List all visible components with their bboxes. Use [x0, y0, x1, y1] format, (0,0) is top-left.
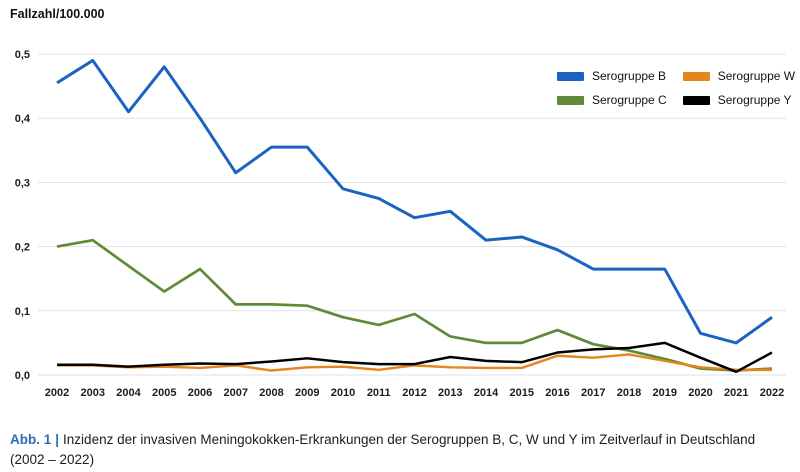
- x-tick-label: 2017: [581, 387, 605, 399]
- series-line-serogruppe-b: [56, 58, 773, 345]
- y-tick-label: 0,2: [15, 242, 30, 254]
- figure-caption: Abb. 1 | Inzidenz der invasiven Meningokok…: [10, 430, 768, 469]
- legend-label: Serogruppe W: [717, 69, 796, 83]
- x-tick-label: 2018: [617, 387, 641, 399]
- legend-item-serogruppe-b: Serogruppe B: [557, 69, 667, 83]
- serogruppe-y-swatch-icon: [682, 95, 710, 105]
- x-tick-label: 2006: [188, 387, 212, 399]
- series-line-serogruppe-c: [56, 238, 773, 372]
- x-tick-label: 2019: [653, 387, 677, 399]
- x-tick-label: 2015: [510, 387, 534, 399]
- legend-label: Serogruppe B: [592, 69, 667, 83]
- caption-text: Inzidenz der invasiven Meningokokken-Erk…: [10, 432, 756, 467]
- x-tick-label: 2022: [760, 387, 784, 399]
- x-tick-label: 2008: [259, 387, 283, 399]
- x-tick-label: 2003: [81, 387, 105, 399]
- legend-item-serogruppe-c: Serogruppe C: [557, 93, 667, 107]
- serogruppe-c-swatch-icon: [557, 95, 584, 105]
- x-tick-label: 2014: [474, 387, 499, 399]
- y-tick-label: 0,1: [15, 306, 30, 318]
- chart-legend: Serogruppe B Serogruppe C Serogruppe W S…: [557, 69, 795, 107]
- serogruppe-b-swatch-icon: [557, 71, 584, 81]
- x-tick-label: 2021: [724, 387, 748, 399]
- figure-number: Abb. 1: [10, 432, 52, 447]
- x-tick-label: 2010: [331, 387, 355, 399]
- legend-label: Serogruppe C: [592, 93, 667, 107]
- x-tick-label: 2002: [45, 387, 69, 399]
- y-tick-label: 0,5: [15, 49, 30, 61]
- x-tick-label: 2011: [367, 387, 391, 399]
- x-tick-label: 2020: [688, 387, 712, 399]
- x-tick-label: 2013: [438, 387, 462, 399]
- series-line-serogruppe-w: [57, 353, 772, 372]
- legend-item-serogruppe-w: Serogruppe W: [682, 69, 796, 83]
- y-tick-label: 0,4: [15, 113, 31, 125]
- x-tick-label: 2016: [545, 387, 569, 399]
- x-tick-label: 2012: [402, 387, 426, 399]
- series-line-serogruppe-y: [57, 341, 773, 374]
- caption-separator: |: [55, 432, 60, 447]
- y-tick-label: 0,3: [15, 177, 30, 189]
- y-axis-title: Fallzahl/100.000: [10, 7, 105, 21]
- y-tick-label: 0,0: [15, 370, 30, 382]
- x-tick-label: 2005: [152, 387, 176, 399]
- x-tick-label: 2007: [224, 387, 248, 399]
- x-tick-label: 2004: [116, 387, 141, 399]
- legend-item-serogruppe-y: Serogruppe Y: [682, 93, 795, 107]
- x-tick-label: 2009: [295, 387, 319, 399]
- serogruppe-w-swatch-icon: [682, 71, 710, 81]
- legend-label: Serogruppe Y: [717, 93, 792, 107]
- line-chart-plot: 0,0 0,1 0,2 0,3 0,4 0,5 2002 2003 2004 2005 2006 20…: [15, 49, 786, 399]
